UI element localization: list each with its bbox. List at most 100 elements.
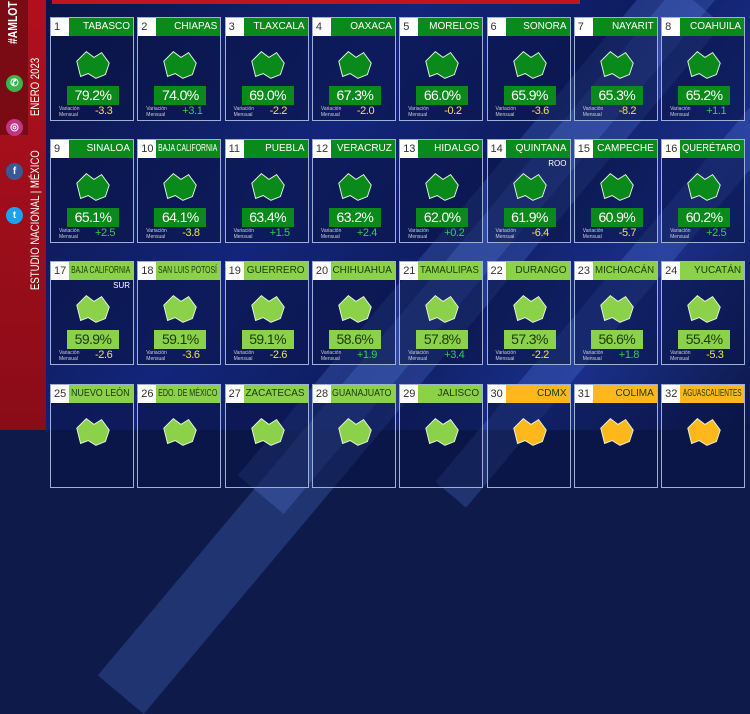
rank: 11 (225, 140, 244, 158)
variation-value: -3.6 (531, 105, 550, 117)
rank: 7 (574, 18, 593, 36)
rank: 26 (138, 385, 157, 403)
state-map-shape (512, 173, 547, 201)
rank: 28 (312, 385, 331, 403)
approval-percent: 61.9% (503, 208, 556, 227)
state-header: 24 YUCATÁN (662, 262, 745, 280)
state-header: 2 CHIAPAS (138, 18, 221, 36)
facebook-icon[interactable]: f (6, 163, 23, 180)
rank: 14 (487, 140, 506, 158)
state-card: 30 CDMX (486, 384, 571, 488)
state-card: 20 CHIHUAHUA 58.6% Variación Mensual +1.9 (311, 261, 396, 365)
rank: 8 (662, 18, 681, 36)
state-header: 14 QUINTANA (487, 140, 570, 158)
rank: 4 (312, 18, 331, 36)
approval-percent: 64.1% (154, 208, 207, 227)
state-map-shape (76, 295, 110, 323)
state-card: 24 YUCATÁN 55.4% Variación Mensual -5.3 (661, 261, 746, 365)
study-label: ESTUDIO NACIONAL | MÉXICO (28, 150, 42, 290)
variation-label: Variación Mensual (320, 106, 342, 118)
state-card: 5 MORELOS 66.0% Variación Mensual -0.2 (399, 17, 484, 121)
state-card: 11 PUEBLA 63.4% Variación Mensual +1.5 (224, 139, 309, 243)
state-map-shape (512, 51, 547, 79)
variation-label: Variación Mensual (233, 350, 255, 362)
instagram-icon[interactable]: ◎ (6, 119, 23, 136)
state-map-shape (163, 295, 198, 323)
state-card: 26 EDO. DE MÉXICO (137, 384, 222, 488)
variation-value: -2.2 (531, 349, 550, 361)
state-name-box: OAXACA (331, 18, 395, 36)
state-card: 7 NAYARIT 65.3% Variación Mensual -8.2 (573, 17, 658, 121)
state-name: HIDALGO (434, 143, 480, 154)
state-header: 1 TABASCO (51, 18, 133, 36)
state-name: CHIHUAHUA (332, 265, 392, 276)
state-card: 19 GUERRERO 59.1% Variación Mensual -2.6 (224, 261, 309, 365)
state-map-shape (76, 173, 110, 201)
state-map-shape (687, 51, 721, 79)
variation-label: Variación Mensual (495, 350, 516, 362)
state-name: GUERRERO (246, 265, 305, 276)
rank: 16 (662, 140, 681, 158)
state-header: 20 CHIHUAHUA (312, 262, 395, 280)
rank: 21 (400, 262, 419, 280)
state-card: 14 QUINTANA ROO 61.9% Variación Mensual -6.4 (486, 139, 571, 243)
state-name-box: GUANAJUATO (331, 385, 395, 403)
state-header: 4 OAXACA (312, 18, 395, 36)
state-name: CDMX (537, 388, 567, 399)
state-header: 26 EDO. DE MÉXICO (138, 385, 221, 403)
date-label: ENERO 2023 (28, 57, 42, 116)
state-card: 9 SINALOA 65.1% Variación Mensual +2.5 (50, 139, 134, 243)
state-name: BAJA CALIFORNIA (70, 265, 130, 276)
approval-percent: 65.1% (67, 208, 119, 227)
whatsapp-icon[interactable]: ✆ (6, 75, 23, 92)
state-header: 10 BAJA CALIFORNIA (138, 140, 221, 158)
state-name: MICHOACÁN (594, 265, 654, 276)
hashtag: #AMLOT (5, 1, 20, 45)
top-bar (52, 0, 580, 4)
state-map-shape (687, 295, 721, 323)
approval-percent: 66.0% (416, 86, 469, 105)
rank: 20 (312, 262, 331, 280)
hashtag-box (0, 0, 28, 135)
state-name-box: MORELOS (418, 18, 482, 36)
state-name-box: NAYARIT (593, 18, 657, 36)
rank: 24 (662, 262, 681, 280)
variation-label: Variación Mensual (495, 228, 516, 240)
state-name-box: SAN LUIS POTOSÍ (156, 262, 220, 280)
state-map-shape (76, 51, 110, 79)
state-header: 6 SONORA (487, 18, 570, 36)
state-name: SINALOA (86, 143, 130, 154)
state-map-shape (163, 51, 198, 79)
rank: 15 (574, 140, 593, 158)
state-name-box: ZACATECAS (244, 385, 308, 403)
rank: 22 (487, 262, 506, 280)
approval-percent: 55.4% (678, 330, 731, 349)
state-card: 25 NUEVO LEÓN (50, 384, 134, 488)
state-name: COLIMA (615, 388, 654, 399)
approval-percent: 79.2% (67, 86, 119, 105)
approval-percent: 59.1% (154, 330, 207, 349)
variation-value: -3.8 (182, 227, 200, 239)
twitter-icon[interactable]: t (6, 207, 23, 224)
rank: 23 (574, 262, 593, 280)
rank: 30 (487, 385, 506, 403)
approval-percent: 74.0% (154, 86, 207, 105)
state-name-box: NUEVO LEÓN (69, 385, 133, 403)
state-name: SAN LUIS POTOSÍ (158, 265, 218, 276)
variation-label: Variación Mensual (146, 106, 167, 118)
state-name: TLAXCALA (253, 21, 305, 32)
rank: 2 (138, 18, 157, 36)
variation-label: Variación Mensual (59, 106, 80, 118)
state-name: BAJA CALIFORNIA (158, 143, 218, 154)
state-map-shape (600, 51, 634, 79)
approval-percent: 65.9% (503, 86, 556, 105)
approval-percent: 65.3% (590, 86, 643, 105)
state-card: 29 JALISCO (399, 384, 484, 488)
state-name: QUINTANA (515, 143, 567, 154)
rank: 10 (138, 140, 157, 158)
variation-value: -5.7 (618, 227, 637, 239)
variation-value: -2.6 (269, 349, 288, 361)
state-name: VERACRUZ (336, 143, 392, 154)
state-header: 29 JALISCO (400, 385, 483, 403)
rank: 19 (225, 262, 244, 280)
